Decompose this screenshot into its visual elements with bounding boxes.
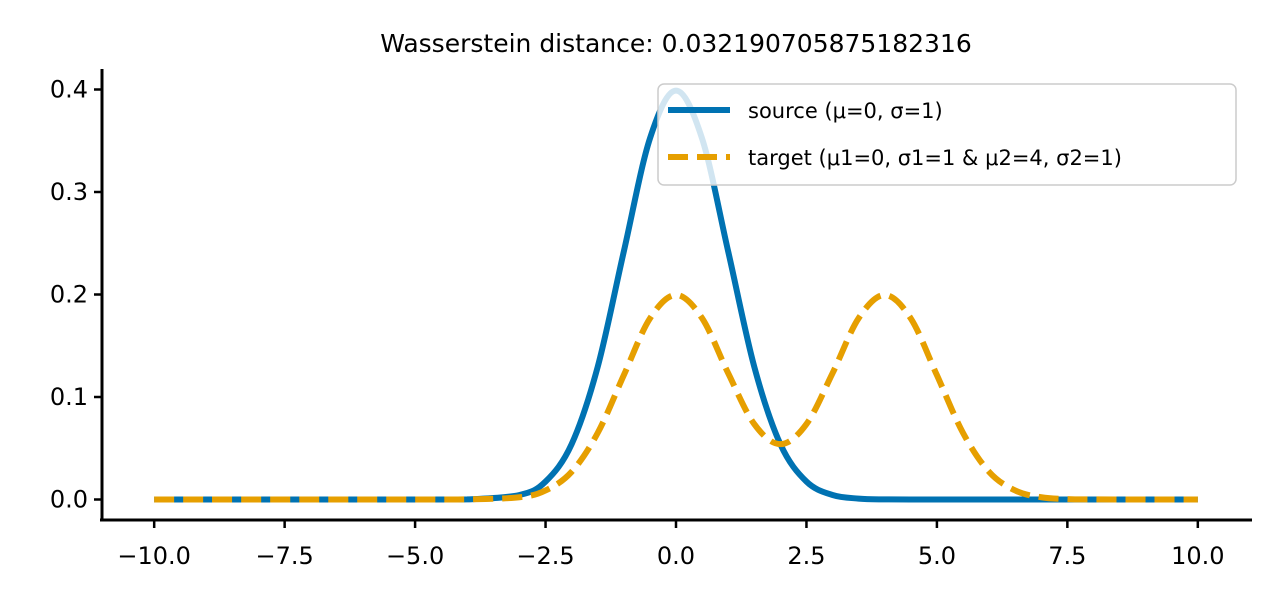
y-axis-ticks: 0.0 0.1 0.2 0.3 0.4 bbox=[50, 76, 102, 514]
x-tick-label: −5.0 bbox=[386, 542, 444, 570]
x-tick-label: 7.5 bbox=[1048, 542, 1086, 570]
x-tick-label: −2.5 bbox=[516, 542, 574, 570]
y-tick-label: 0.3 bbox=[50, 178, 88, 206]
y-tick-label: 0.2 bbox=[50, 281, 88, 309]
x-axis-ticks: −10.0 −7.5 −5.0 −2.5 0.0 2.5 5.0 7.5 10.0 bbox=[117, 520, 1225, 570]
chart-title: Wasserstein distance: 0.0321907058751823… bbox=[380, 29, 972, 58]
y-tick-label: 0.1 bbox=[50, 383, 88, 411]
x-tick-label: −7.5 bbox=[255, 542, 313, 570]
x-tick-label: 10.0 bbox=[1171, 542, 1224, 570]
legend-box bbox=[657, 83, 1237, 186]
x-tick-label: −10.0 bbox=[117, 542, 191, 570]
y-tick-label: 0.4 bbox=[50, 76, 88, 104]
plot-area bbox=[154, 87, 1198, 503]
y-tick-label: 0.0 bbox=[50, 486, 88, 514]
target-series-line bbox=[154, 292, 1198, 503]
legend: source (μ=0, σ=1) target (μ1=0, σ1=1 & μ… bbox=[657, 83, 1237, 186]
legend-target-label: target (μ1=0, σ1=1 & μ2=4, σ2=1) bbox=[748, 146, 1122, 170]
x-tick-label: 0.0 bbox=[657, 542, 695, 570]
source-series-line bbox=[154, 87, 1198, 503]
legend-source-label: source (μ=0, σ=1) bbox=[748, 99, 943, 123]
x-tick-label: 2.5 bbox=[787, 542, 825, 570]
x-tick-label: 5.0 bbox=[918, 542, 956, 570]
